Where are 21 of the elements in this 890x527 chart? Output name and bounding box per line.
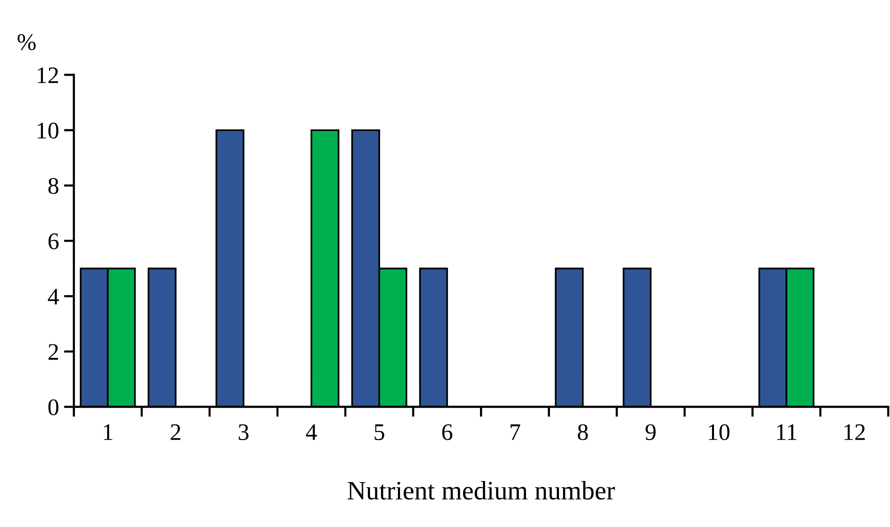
y-tick-label: 4 <box>48 288 59 304</box>
y-tick-label: 8 <box>48 178 58 194</box>
x-tick-label: 7 <box>510 424 520 440</box>
x-tick-label: 5 <box>374 424 384 440</box>
x-axis-title: Nutrient medium number <box>348 481 615 500</box>
x-tick-label: 10 <box>708 424 730 440</box>
x-tick-label: 8 <box>578 424 588 440</box>
y-tick-label: 12 <box>38 67 58 84</box>
x-tick-label: 1 <box>104 424 112 440</box>
x-tick-label: 2 <box>170 424 180 440</box>
y-tick-label: 6 <box>48 233 59 250</box>
x-tick-label: 4 <box>306 424 317 440</box>
x-tick-label: 9 <box>646 424 656 440</box>
y-tick-label: 0 <box>48 399 58 416</box>
y-tick-label: 10 <box>38 122 58 139</box>
y-axis-title: % <box>18 34 36 50</box>
y-tick-label: 2 <box>48 344 58 360</box>
x-tick-label: 3 <box>238 424 249 440</box>
x-tick-label: 11 <box>777 424 796 440</box>
x-tick-label: 12 <box>844 424 865 440</box>
x-tick-label: 6 <box>442 424 452 440</box>
